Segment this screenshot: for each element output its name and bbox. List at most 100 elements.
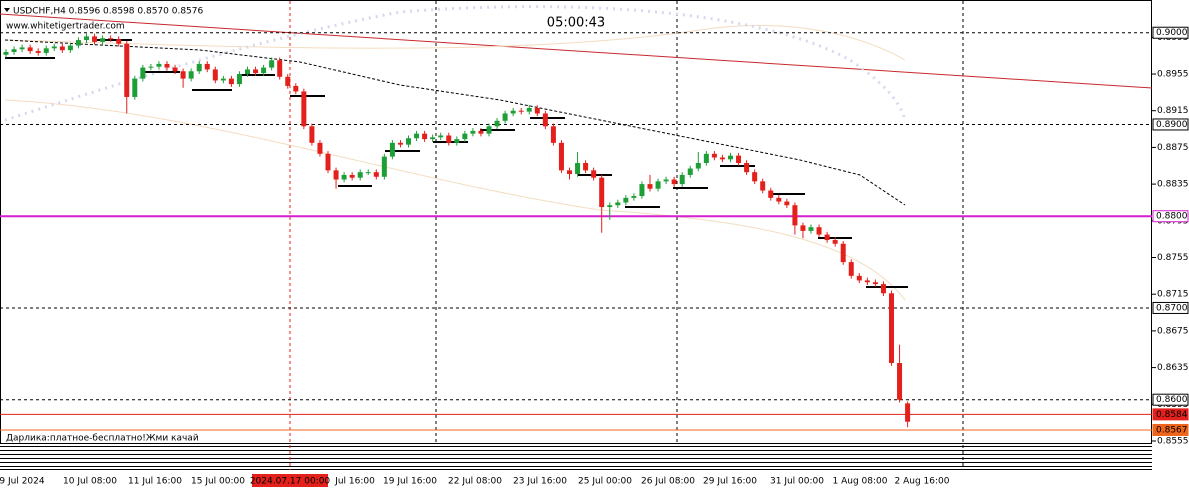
candle-body xyxy=(816,227,822,235)
pane-separators xyxy=(0,446,1152,470)
envelope-lower xyxy=(4,99,906,301)
candle-body xyxy=(156,63,162,67)
candle-body xyxy=(204,63,210,70)
level-label: 0.9000 xyxy=(1156,28,1188,38)
candle-body xyxy=(172,67,178,72)
candle-body xyxy=(75,40,81,46)
candle-body xyxy=(236,74,242,85)
candle-body xyxy=(430,137,436,140)
x-tick-label: 10 Jul 08:00 xyxy=(63,477,117,487)
candle-body xyxy=(116,39,122,44)
candle-body xyxy=(832,240,838,244)
candle-body xyxy=(760,181,766,191)
candle-body xyxy=(277,60,283,77)
y-tick-label: 0.8835 xyxy=(1157,180,1189,190)
candle-body xyxy=(567,170,572,175)
candle-body xyxy=(389,142,395,157)
candle-body xyxy=(164,63,170,68)
annotation: Дарлика:платное-бесплатно!Жми качай xyxy=(6,434,199,444)
symbol-marker xyxy=(4,8,10,12)
y-tick-label: 0.8955 xyxy=(1157,70,1189,80)
candle-body xyxy=(446,135,452,143)
candle-body xyxy=(808,227,814,231)
candle-body xyxy=(100,38,106,42)
candle-body xyxy=(639,184,645,197)
x-tick-label: 11 Jul 16:00 xyxy=(128,477,182,487)
candle-body xyxy=(59,46,65,51)
y-tick-label: 0.8715 xyxy=(1157,290,1189,300)
candle-body xyxy=(67,45,73,51)
level-label: 0.8800 xyxy=(1156,212,1188,222)
candle-body xyxy=(719,157,725,160)
x-tick-label: 31 Jul 00:00 xyxy=(770,477,824,487)
candle-body xyxy=(317,142,323,154)
candle-body xyxy=(671,179,677,185)
candle-body xyxy=(695,163,701,169)
chart-title: USDCHF,H4 0.8596 0.8598 0.8570 0.8576 xyxy=(13,7,203,17)
candle-body xyxy=(583,163,589,171)
candle-body xyxy=(285,76,291,86)
x-tick-label: 29 Jul 16:00 xyxy=(703,477,757,487)
y-tick-label: 0.8675 xyxy=(1157,326,1189,336)
candle-body xyxy=(880,284,886,294)
y-tick-label: 0.8915 xyxy=(1157,106,1189,116)
candle-body xyxy=(220,78,226,81)
candle-body xyxy=(212,69,218,81)
candle-body xyxy=(647,184,653,189)
x-label-highlight xyxy=(252,474,328,487)
candle-body xyxy=(534,107,540,114)
candle-body xyxy=(301,91,307,127)
candle-body xyxy=(381,156,387,177)
candle-body xyxy=(470,130,476,134)
timer: 05:00:43 xyxy=(547,16,605,31)
level-label-box xyxy=(1152,423,1189,436)
candle-body xyxy=(736,155,742,164)
level-label: 0.8584 xyxy=(1156,410,1188,420)
candle-body xyxy=(663,179,669,182)
level-label-box xyxy=(1152,408,1189,421)
candle-body xyxy=(591,170,597,178)
x-tick-label: 2 Aug 16:00 xyxy=(895,477,950,487)
level-label: 0.8700 xyxy=(1156,303,1188,313)
x-tick-label: 15 Jul 00:00 xyxy=(191,477,245,487)
candle-body xyxy=(148,66,154,68)
candle-body xyxy=(333,170,339,180)
candle-body xyxy=(744,163,750,173)
candle-body xyxy=(599,177,605,208)
candle-body xyxy=(325,153,331,171)
candle-body xyxy=(752,172,758,182)
candle-body xyxy=(824,234,830,241)
candle-body xyxy=(848,262,854,276)
candle-body xyxy=(51,46,57,49)
candle-body xyxy=(905,403,911,422)
candle-body xyxy=(253,69,259,74)
moving-average xyxy=(4,39,906,206)
candle-body xyxy=(373,172,379,177)
x-tick-label: 25 Jul 00:00 xyxy=(578,477,632,487)
y-tick-label: 0.8555 xyxy=(1157,436,1189,446)
candle-body xyxy=(703,153,709,164)
level-label-box xyxy=(1152,301,1189,314)
candle-body xyxy=(510,110,516,114)
candle-body xyxy=(188,71,194,79)
candle-body xyxy=(889,293,894,364)
candle-body xyxy=(365,172,371,174)
candle-body xyxy=(575,163,581,175)
candle-body xyxy=(800,225,806,231)
candle-body xyxy=(542,113,548,127)
candle-body xyxy=(397,142,403,145)
x-tick-label: 26 Jul 08:00 xyxy=(641,477,695,487)
candle-body xyxy=(526,107,532,112)
candle-body xyxy=(462,133,468,140)
x-tick-label: 1 Aug 08:00 xyxy=(833,477,888,487)
candle-body xyxy=(108,38,114,40)
candle-body xyxy=(35,51,41,53)
candle-body xyxy=(132,78,138,97)
x-tick-label: 22 Jul 08:00 xyxy=(448,477,502,487)
trend-line xyxy=(0,13,1153,89)
level-label: 0.8900 xyxy=(1156,120,1188,130)
x-tick-label: Jul 16:00 xyxy=(334,477,375,487)
candle-body xyxy=(518,110,524,112)
candle-body xyxy=(180,71,186,79)
